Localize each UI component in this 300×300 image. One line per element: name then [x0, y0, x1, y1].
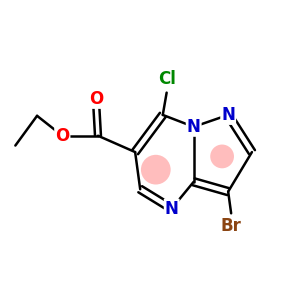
Text: N: N	[165, 200, 178, 217]
Text: Br: Br	[221, 217, 242, 235]
Text: N: N	[221, 106, 235, 124]
Text: O: O	[89, 90, 103, 108]
Circle shape	[141, 155, 171, 184]
Text: N: N	[187, 118, 201, 136]
Text: Cl: Cl	[158, 70, 176, 88]
Circle shape	[210, 145, 234, 168]
Text: O: O	[55, 127, 69, 145]
